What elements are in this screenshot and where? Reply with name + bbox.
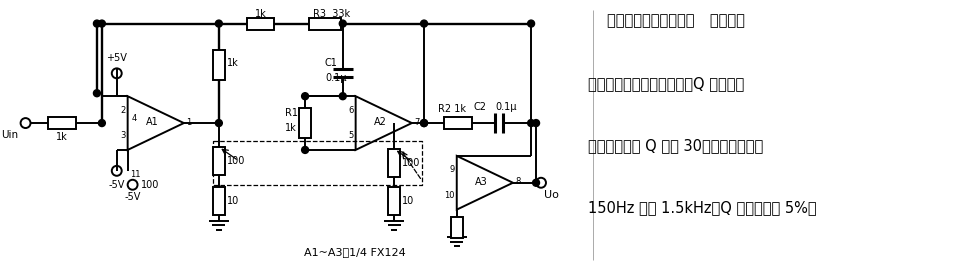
Circle shape xyxy=(98,120,105,127)
Circle shape xyxy=(421,20,428,27)
Circle shape xyxy=(528,120,534,127)
Circle shape xyxy=(93,90,100,97)
Text: A1~A3：1/4 FX124: A1~A3：1/4 FX124 xyxy=(303,247,405,257)
Text: R3  33k: R3 33k xyxy=(313,9,351,19)
Text: R1: R1 xyxy=(285,108,299,118)
Text: 1k: 1k xyxy=(57,132,68,142)
Text: -5V: -5V xyxy=(124,192,141,202)
Circle shape xyxy=(533,179,539,186)
Circle shape xyxy=(528,20,534,27)
Text: 2: 2 xyxy=(120,106,125,115)
Circle shape xyxy=(216,20,222,27)
Text: 10: 10 xyxy=(226,196,239,206)
Text: +5V: +5V xyxy=(106,53,127,63)
Text: 0.1μ: 0.1μ xyxy=(495,102,517,112)
Circle shape xyxy=(93,20,100,27)
Text: C1: C1 xyxy=(325,58,338,68)
Bar xyxy=(388,187,401,215)
Text: 0.1μ: 0.1μ xyxy=(325,73,347,83)
Text: 100: 100 xyxy=(226,156,246,166)
Text: A1: A1 xyxy=(146,117,159,127)
Bar xyxy=(309,18,341,30)
Text: A3: A3 xyxy=(475,177,488,187)
Bar xyxy=(444,117,472,129)
Text: 100: 100 xyxy=(141,180,159,190)
Text: 3: 3 xyxy=(120,131,125,140)
Text: 100: 100 xyxy=(403,158,421,168)
Circle shape xyxy=(339,93,347,100)
Text: -5V: -5V xyxy=(109,180,125,190)
Text: 1k: 1k xyxy=(285,123,297,133)
Bar xyxy=(388,149,401,177)
Bar xyxy=(213,147,224,175)
Text: 1k: 1k xyxy=(254,9,267,19)
Text: 5: 5 xyxy=(349,131,353,140)
Text: 9: 9 xyxy=(450,165,455,174)
Circle shape xyxy=(301,146,308,153)
Circle shape xyxy=(301,93,308,100)
Text: 可以通过同轴电位器调节，Q 值基本不: 可以通过同轴电位器调节，Q 值基本不 xyxy=(588,76,744,91)
Text: 1: 1 xyxy=(186,118,191,127)
Circle shape xyxy=(421,120,428,127)
Text: Uin: Uin xyxy=(1,130,18,140)
Bar xyxy=(48,117,76,129)
Text: 变。图中参数 Q 值为 30，谐振频率可从: 变。图中参数 Q 值为 30，谐振频率可从 xyxy=(588,138,764,153)
Text: 150Hz 变到 1.5kHz，Q 公变化小于 5%。: 150Hz 变到 1.5kHz，Q 公变化小于 5%。 xyxy=(588,200,817,215)
Circle shape xyxy=(98,20,105,27)
Bar xyxy=(299,108,311,138)
Bar xyxy=(247,18,274,30)
Text: 4: 4 xyxy=(132,114,137,122)
Text: 8: 8 xyxy=(515,177,520,186)
Circle shape xyxy=(339,20,347,27)
Text: 11: 11 xyxy=(130,170,141,179)
Bar xyxy=(213,50,224,80)
Circle shape xyxy=(216,120,222,127)
Text: 6: 6 xyxy=(349,106,353,115)
Bar xyxy=(451,217,462,238)
Text: 频率可调的带通滤波器   谐振频率: 频率可调的带通滤波器 谐振频率 xyxy=(608,13,745,28)
Circle shape xyxy=(421,120,428,127)
Bar xyxy=(213,187,224,215)
Text: C2: C2 xyxy=(474,102,486,112)
Text: 10: 10 xyxy=(444,191,455,200)
Text: 10: 10 xyxy=(403,196,414,206)
Text: A2: A2 xyxy=(374,117,387,127)
Circle shape xyxy=(533,120,539,127)
Text: 7: 7 xyxy=(414,118,419,127)
Text: 1k: 1k xyxy=(226,58,239,68)
Text: R2 1k: R2 1k xyxy=(438,104,466,114)
Text: Uo: Uo xyxy=(544,190,559,200)
